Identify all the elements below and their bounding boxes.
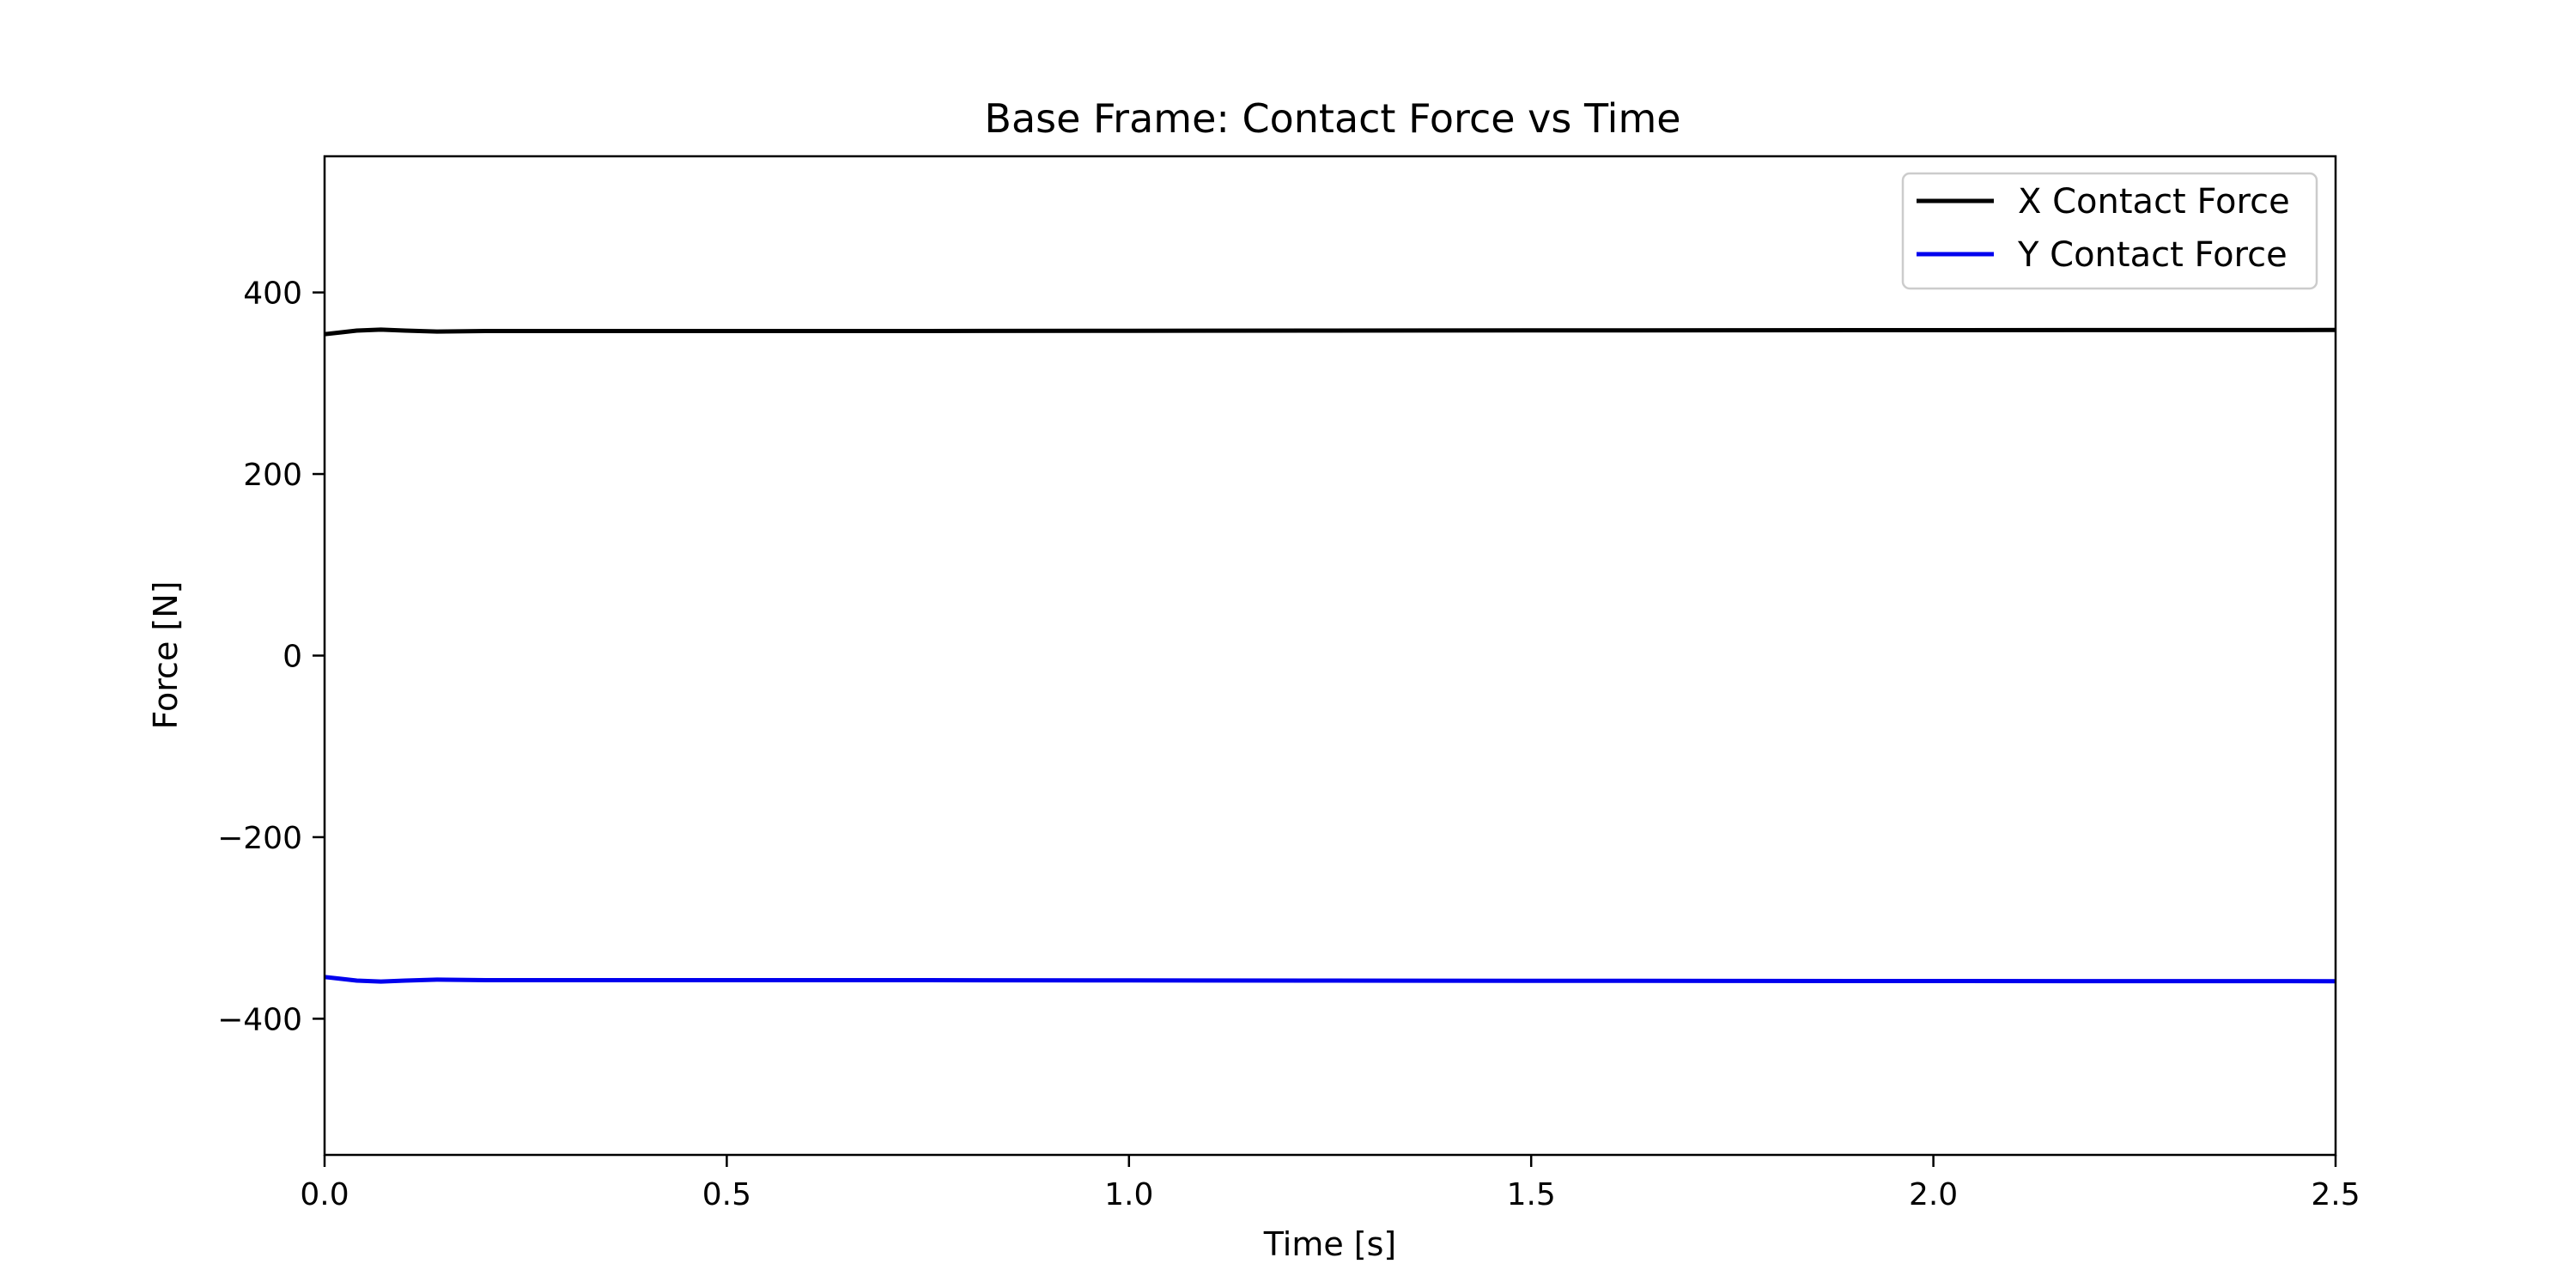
x-tick-label: 1.0: [1104, 1177, 1153, 1212]
legend-box: [1901, 172, 2318, 290]
x-tick-label: 0.0: [300, 1177, 349, 1212]
legend: X Contact Force Y Contact Force: [1901, 172, 2318, 290]
x-axis: 0.0 0.5 1.0 1.5 2.0 2.5: [300, 1155, 2360, 1212]
x-tick-label: 2.0: [1909, 1177, 1958, 1212]
y-tick-label: 0: [283, 640, 302, 675]
y-tick-label: −200: [217, 821, 302, 856]
x-tick-label: 1.5: [1507, 1177, 1556, 1212]
series-line-x-contact-force: [324, 327, 2336, 337]
y-tick-label: 200: [243, 458, 302, 493]
legend-label-x-contact-force: X Contact Force: [2018, 182, 2290, 222]
series-line-y-contact-force: [324, 975, 2336, 984]
legend-label-y-contact-force: Y Contact Force: [2017, 235, 2287, 275]
y-axis-title: Force [N]: [147, 581, 185, 730]
y-axis: −400 −200 0 200 400: [217, 276, 325, 1037]
y-tick-label: 400: [243, 276, 302, 312]
x-axis-title: Time [s]: [1263, 1225, 1397, 1263]
y-tick-label: −400: [217, 1002, 302, 1037]
chart-title: Base Frame: Contact Force vs Time: [984, 95, 1680, 142]
plot-area: [324, 327, 2336, 984]
x-tick-label: 0.5: [702, 1177, 751, 1212]
x-tick-label: 2.5: [2311, 1177, 2360, 1212]
